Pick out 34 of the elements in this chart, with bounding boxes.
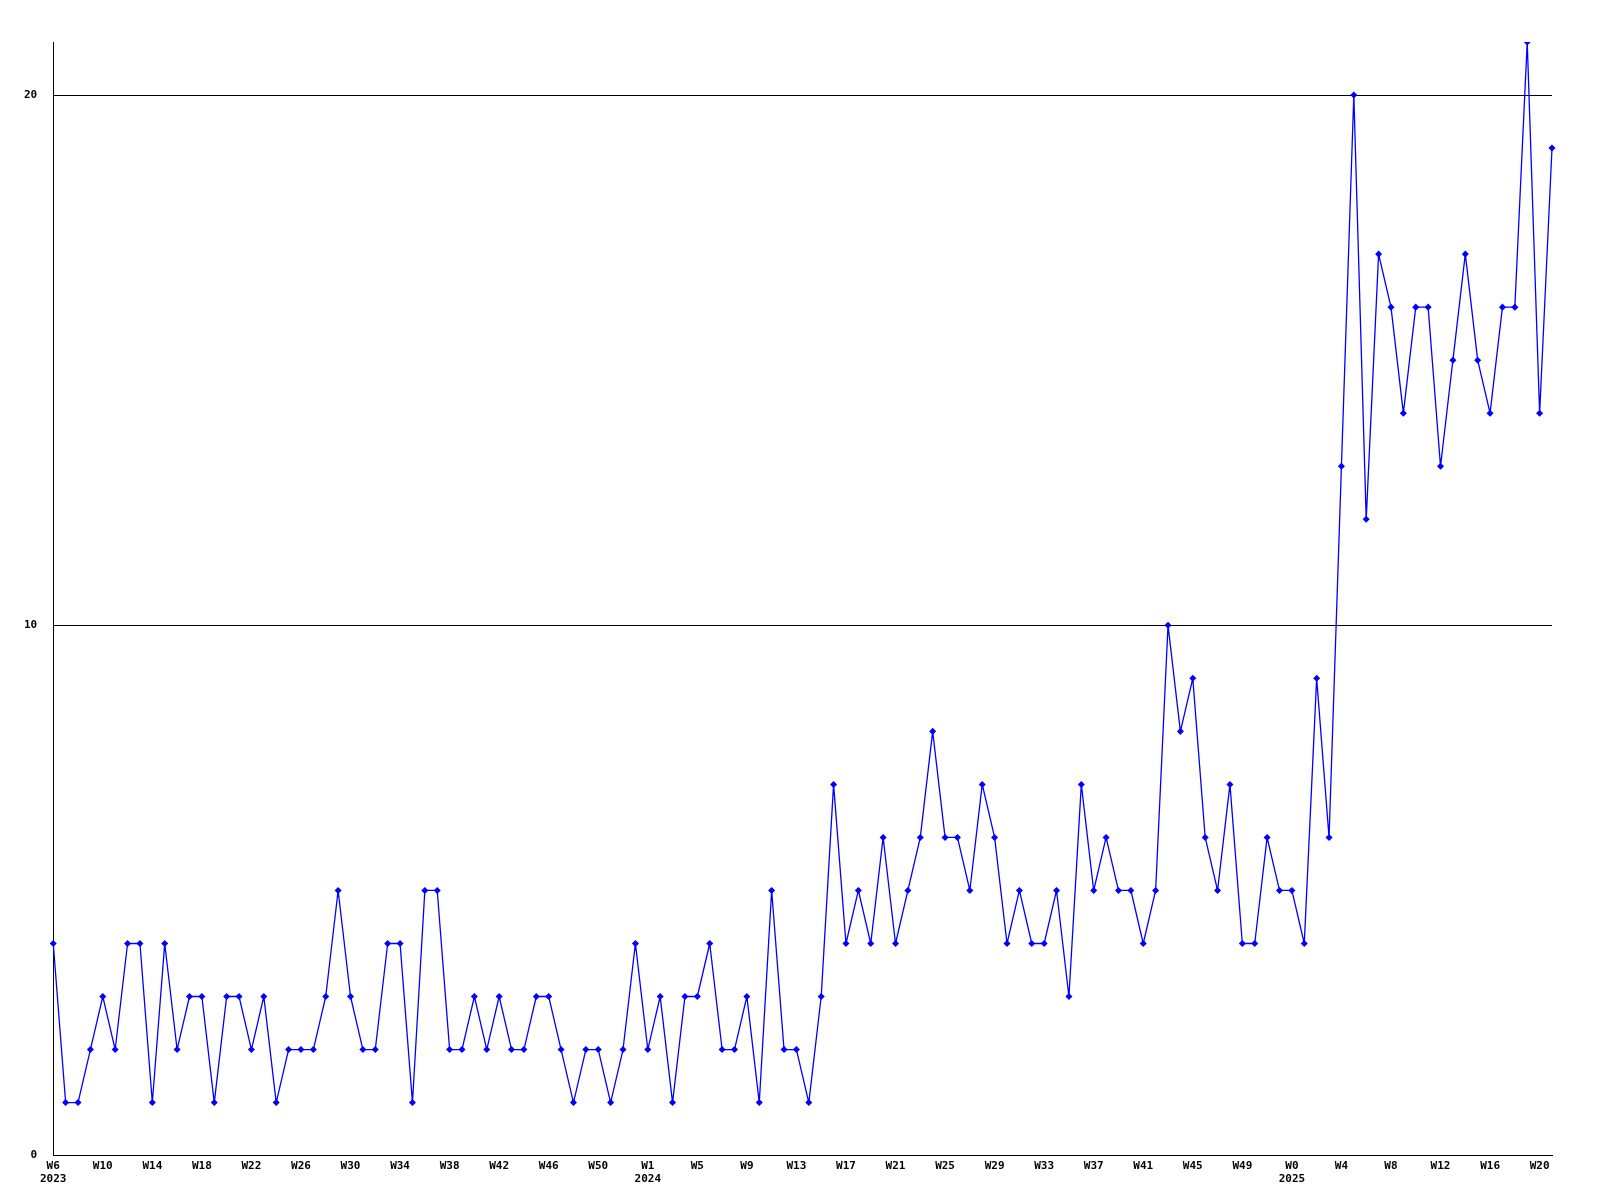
x-tick-label: W8: [1384, 1159, 1398, 1173]
x-tick-label: W33: [1034, 1159, 1055, 1173]
x-tick-label: W17: [836, 1159, 856, 1173]
x-tick-label: W13: [786, 1159, 807, 1173]
x-tick-label: W12: [1430, 1159, 1451, 1173]
x-tick-label: W26: [291, 1159, 312, 1173]
x-tick-label: W22: [241, 1159, 262, 1173]
x-tick-label: W18: [191, 1159, 212, 1173]
x-tick-label: W50: [588, 1159, 609, 1173]
x-tick-label: W21: [885, 1159, 906, 1173]
y-tick-label: 10: [24, 618, 38, 632]
x-tick-label: W30: [340, 1159, 361, 1173]
x-tick-label: W9: [740, 1159, 754, 1173]
x-tick-label: W5: [690, 1159, 704, 1173]
x-tick-label: W38: [439, 1159, 460, 1173]
x-tick-label: W6 2023: [40, 1159, 67, 1186]
x-tick-label: W49: [1232, 1159, 1253, 1173]
x-tick-label: W45: [1182, 1159, 1203, 1173]
x-tick-label: W29: [984, 1159, 1005, 1173]
x-tick-label: W16: [1480, 1159, 1501, 1173]
y-tick-label: 20: [24, 87, 38, 101]
x-tick-label: W34: [390, 1159, 411, 1173]
x-tick-label: W46: [538, 1159, 560, 1173]
x-tick-label: W1 2024: [634, 1159, 662, 1186]
x-tick-label: W41: [1133, 1159, 1154, 1173]
x-tick-label: W37: [1083, 1159, 1104, 1173]
x-tick-label: W20: [1529, 1159, 1550, 1173]
x-tick-label: W0 2025: [1278, 1159, 1306, 1186]
x-tick-label: W10: [92, 1159, 113, 1173]
x-tick-label: W25: [935, 1159, 955, 1173]
x-tick-label: W42: [489, 1159, 510, 1173]
y-tick-label: 0: [30, 1148, 38, 1162]
x-tick-label: W4: [1334, 1159, 1349, 1173]
x-tick-label: W14: [142, 1159, 163, 1173]
